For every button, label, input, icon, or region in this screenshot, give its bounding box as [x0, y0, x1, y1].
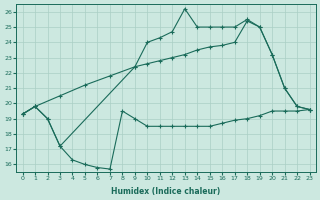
X-axis label: Humidex (Indice chaleur): Humidex (Indice chaleur) [111, 187, 221, 196]
